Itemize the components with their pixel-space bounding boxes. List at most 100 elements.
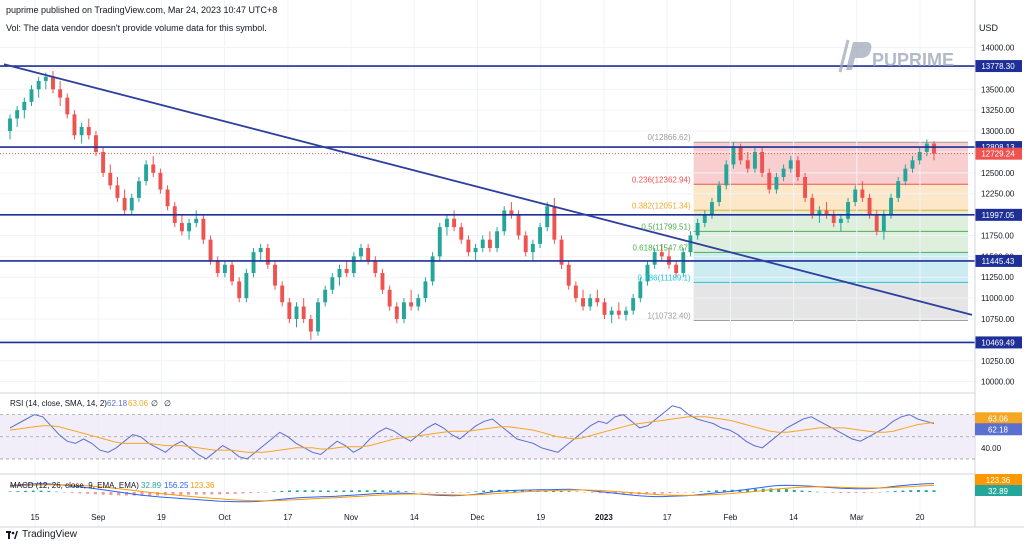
macd-histogram-bar: [823, 492, 827, 493]
macd-histogram-bar: [303, 490, 307, 492]
candle-body: [129, 197, 134, 211]
macd-value-box: [975, 474, 1022, 485]
candle-body: [287, 302, 292, 319]
x-tick-label: Dec: [470, 513, 484, 522]
macd-histogram-bar: [357, 490, 361, 492]
fibonacci-retracement[interactable]: [693, 141, 968, 321]
candle-body: [115, 185, 120, 198]
candle-body: [767, 172, 772, 190]
macd-histogram-bar: [396, 490, 400, 492]
macd-histogram-bar: [288, 490, 292, 492]
macd-histogram-bar: [652, 492, 656, 495]
fibonacci-labels: 0(12866.62) 0.236(12362.94) 0.382(12051.34…: [632, 133, 691, 320]
macd-histogram-bar: [567, 491, 571, 492]
candle-body: [394, 306, 399, 319]
rsi-ma-line: [9, 416, 935, 453]
candle-body: [459, 227, 464, 240]
tradingview-logo-icon: [6, 530, 18, 539]
candle-body: [387, 289, 392, 307]
macd-histogram-bar: [676, 492, 680, 493]
macd-histogram-bar: [909, 490, 913, 492]
horizontal-levels[interactable]: [0, 65, 975, 344]
candle-body: [179, 222, 184, 232]
trendline[interactable]: [3, 63, 973, 316]
candle-body: [480, 239, 485, 248]
macd-histogram-bar: [489, 490, 493, 492]
candle-body: [473, 248, 478, 253]
candle-body: [280, 285, 285, 303]
macd-histogram-bar: [334, 490, 338, 492]
candle-body: [366, 248, 371, 261]
candle-body: [631, 298, 636, 311]
price-label: 12808.13: [981, 143, 1015, 152]
macd-histogram-bar: [427, 492, 431, 493]
macd-histogram-bar: [124, 492, 128, 496]
macd-histogram-bar: [326, 490, 330, 492]
x-tick-label: 2023: [595, 513, 613, 522]
fib-level-label: 0(12866.62): [647, 133, 690, 142]
candle-body: [244, 273, 249, 299]
candle-body: [201, 218, 206, 240]
tradingview-footer[interactable]: TradingView: [6, 529, 77, 540]
macd-legend-value: 123.36: [190, 481, 215, 490]
candle-body: [452, 218, 457, 228]
candle-body: [595, 298, 600, 303]
y-tick-label: 10250.00: [981, 357, 1015, 366]
macd-histogram-bar: [210, 492, 214, 495]
macd-histogram-bar: [24, 490, 28, 492]
y-tick-label: 11250.00: [981, 273, 1014, 282]
candle-body: [588, 298, 593, 307]
candle-body: [258, 248, 263, 253]
macd-histogram-bar: [854, 492, 858, 493]
candle-body: [552, 206, 557, 240]
candle-body: [330, 277, 335, 290]
puprime-logo-stroke: [838, 39, 850, 73]
macd-histogram-bar: [342, 490, 346, 492]
x-tick-label: Sep: [91, 513, 106, 522]
candle-body: [251, 252, 256, 274]
macd-histogram-bar: [885, 491, 889, 492]
candle-body: [581, 298, 585, 307]
candle-body: [516, 214, 521, 236]
macd-histogram-bar: [520, 490, 524, 492]
price-axis[interactable]: 14000.0013750.0013500.0013250.0013000.00…: [975, 44, 1022, 387]
candle-body: [860, 189, 865, 198]
candle-body: [466, 239, 471, 253]
candle-body: [903, 168, 908, 182]
fib-zone: [693, 231, 968, 253]
macd-histogram-bar: [62, 492, 66, 493]
candle-body: [108, 172, 113, 186]
y-tick-label: 11750.00: [981, 231, 1014, 240]
macd-histogram-bar: [435, 492, 439, 493]
macd-histogram-bar: [699, 491, 703, 492]
macd-histogram-bar: [443, 492, 447, 493]
candle-body: [803, 177, 808, 198]
x-tick-label: 19: [157, 513, 166, 522]
candle-body: [688, 235, 693, 253]
candle-body: [874, 214, 879, 232]
macd-histogram-bar: [916, 490, 920, 492]
candle-body: [222, 264, 227, 274]
rsi-legend-value: ∅: [164, 399, 171, 408]
macd-legend-value: 32.89: [141, 481, 162, 490]
y-tick-label: 10750.00: [981, 315, 1015, 324]
macd-histogram-bar: [901, 490, 905, 492]
y-tick-label: 13250.00: [981, 106, 1015, 115]
x-tick-label: 20: [916, 513, 925, 522]
volume-note: Vol: The data vendor doesn't provide vol…: [6, 23, 267, 33]
macd-histogram-bar: [645, 492, 649, 495]
macd-histogram-bar: [109, 492, 113, 496]
candle-body: [566, 264, 571, 286]
macd-histogram-bar: [117, 492, 121, 496]
candle-body: [810, 197, 815, 215]
macd-histogram-bar: [878, 492, 882, 493]
macd-histogram-bar: [171, 492, 175, 496]
price-label-box: [975, 336, 1022, 349]
macd-histogram-bar: [792, 489, 796, 492]
candlestick-series: [8, 70, 936, 340]
candle-body: [265, 248, 270, 265]
currency-label: USD: [979, 23, 999, 33]
time-axis[interactable]: 15 Sep 19 Oct 17 Nov 14 Dec 19 2023 17 Feb 14 Mar 20: [31, 513, 925, 522]
macd-histogram-bar: [179, 492, 183, 495]
candle-body: [373, 260, 378, 274]
